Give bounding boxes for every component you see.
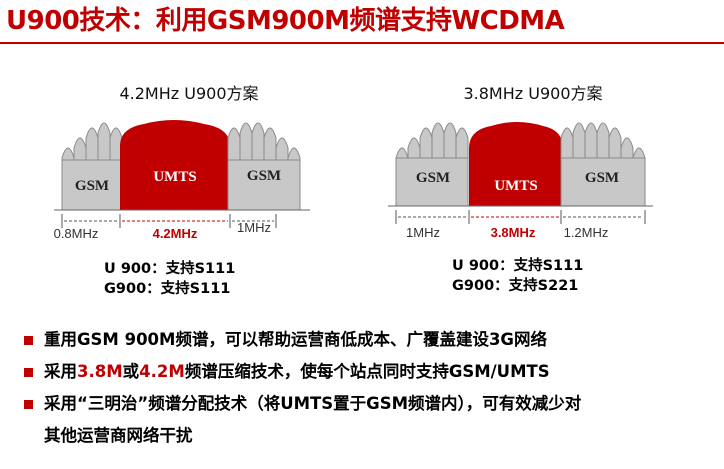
width-label-left: 0.8MHz: [54, 226, 99, 241]
width-label-center: 3.8MHz: [491, 225, 536, 240]
bullet-square-icon: [24, 368, 33, 377]
gsm-carriers-right: [227, 122, 301, 211]
diagram-title: 3.8MHz U900方案: [463, 84, 603, 103]
spectrum-diagram-4-2mhz: 4.2MHz U900方案: [44, 78, 334, 308]
spectrum-chart: GSM UMTS GSM 1MHz 3.8MHz 1.2MHz: [388, 122, 653, 240]
page-title: U900技术：利用GSM900M频谱支持WCDMA: [6, 6, 565, 36]
bullet-highlight-4-2m: 4.2M: [139, 362, 185, 381]
support-info: U 900：支持S111 G900：支持S221: [452, 256, 583, 296]
support-u900: U 900：支持S111: [452, 258, 584, 274]
gsm-carriers-left: [395, 122, 469, 207]
umts-label: UMTS: [153, 169, 196, 185]
umts-carrier: [120, 120, 230, 210]
bullet-text-suffix: 频谱压缩技术，使每个站点同时支持GSM/UMTS: [184, 362, 550, 381]
width-label-center: 4.2MHz: [153, 226, 198, 241]
support-info: U 900：支持S111 G900：支持S111: [104, 259, 235, 299]
bullet-highlight-3-8m: 3.8M: [77, 362, 123, 381]
support-g900: G900：支持S221: [452, 278, 579, 294]
bullet-square-icon: [24, 400, 33, 409]
title-divider: [0, 42, 724, 44]
bullet-list: 重用GSM 900M频谱，可以帮助运营商低成本、广覆盖建设3G网络 采用3.8M…: [24, 324, 714, 452]
bullet-item: 采用3.8M或4.2M频谱压缩技术，使每个站点同时支持GSM/UMTS: [24, 356, 714, 388]
dimension-lines: [395, 210, 646, 224]
width-label-right: 1MHz: [237, 220, 271, 235]
umts-carrier: [469, 122, 563, 206]
spectrum-chart: GSM UMTS GSM 0.8MHz 4.2MHz 1MHz: [54, 120, 310, 241]
bullet-item: 采用“三明治”频谱分配技术（将UMTS置于GSM频谱内），可有效减少对: [24, 388, 714, 420]
gsm-carriers-right: [560, 122, 646, 207]
support-g900: G900：支持S111: [104, 281, 231, 297]
bullet-text-prefix: 采用: [44, 362, 77, 381]
umts-label: UMTS: [494, 178, 537, 194]
width-label-left: 1MHz: [406, 225, 440, 240]
bullet-item: 重用GSM 900M频谱，可以帮助运营商低成本、广覆盖建设3G网络: [24, 324, 714, 356]
gsm-label-left: GSM: [416, 170, 450, 186]
bullet-square-icon: [24, 336, 33, 345]
bullet-continuation: 其他运营商网络干扰: [44, 426, 193, 445]
gsm-label-left: GSM: [75, 178, 109, 194]
gsm-label-right: GSM: [247, 168, 281, 184]
spectrum-diagram-3-8mhz: 3.8MHz U900方案: [383, 78, 683, 308]
gsm-carriers-left: [61, 122, 123, 211]
bullet-text: 重用GSM 900M频谱，可以帮助运营商低成本、广覆盖建设3G网络: [44, 330, 547, 349]
support-u900: U 900：支持S111: [104, 261, 236, 277]
bullet-text: 采用“三明治”频谱分配技术（将UMTS置于GSM频谱内），可有效减少对: [44, 394, 582, 413]
bullet-text-mid: 或: [122, 362, 140, 381]
gsm-label-right: GSM: [585, 170, 619, 186]
diagram-title: 4.2MHz U900方案: [119, 84, 259, 103]
width-label-right: 1.2MHz: [564, 225, 609, 240]
dimension-lines: [61, 214, 277, 228]
